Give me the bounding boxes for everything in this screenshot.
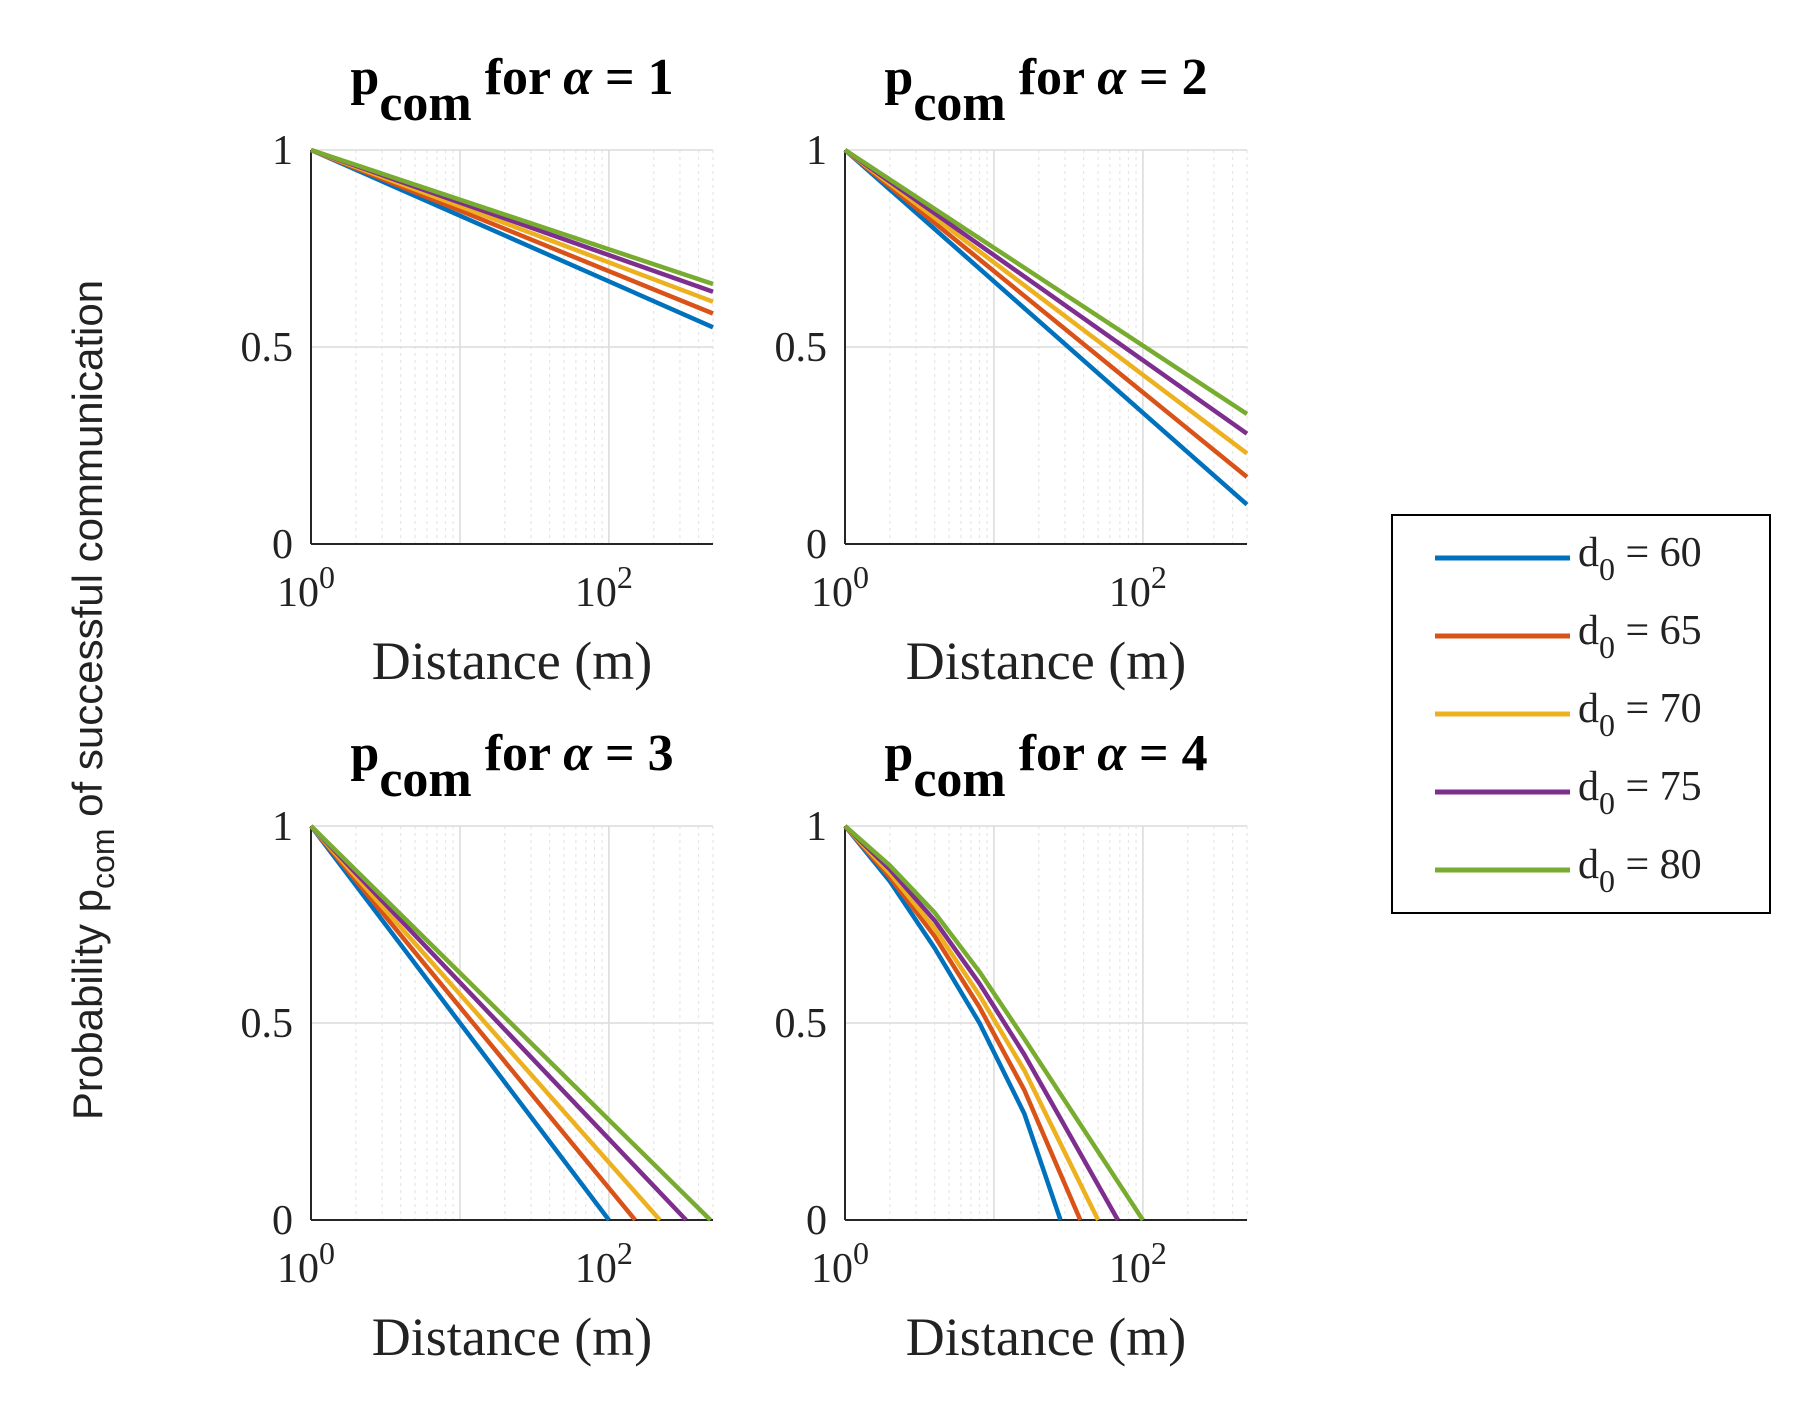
subplot-alpha-2: 0 0.5 1 100 102 Distance (m) pcom for α = 2 [775,49,1249,691]
y-tick-label: 1 [272,128,293,174]
x-axis-label: Distance (m) [372,1307,652,1367]
series-line-d060 [309,824,611,1222]
series-line-d065 [309,824,637,1222]
legend-label: d0 = 65 [1578,608,1702,665]
series-line-d075 [309,824,688,1222]
x-axis-label: Distance (m) [906,631,1186,691]
series-line-d080 [843,824,1145,1222]
series-line-d080 [310,147,714,287]
series-line-d070 [843,148,1249,456]
x-tick-label: 102 [1109,1235,1167,1292]
series-line-d070 [843,824,1101,1221]
series-line-d080 [843,148,1249,416]
x-axis-label: Distance (m) [906,1307,1186,1367]
y-tick-label: 0 [272,1198,293,1244]
legend-label: d0 = 80 [1578,842,1702,899]
legend-label: d0 = 75 [1578,764,1702,821]
subplot-alpha-1: 0 0.5 1 100 102 Distance (m) pcom for α = 1 [241,49,714,691]
ylabel-main: Probability p [64,889,111,1120]
x-tick-label: 102 [1109,559,1167,616]
ylabel-tail: of successful communication [64,280,111,829]
legend-label: d0 = 60 [1578,530,1702,587]
y-tick-label: 0.5 [241,325,294,371]
y-tick-label: 1 [272,804,293,850]
x-tick-label: 100 [277,1235,335,1292]
y-tick-label: 0.5 [775,1001,828,1047]
series-line-d075 [843,148,1249,436]
x-tick-label: 102 [575,559,633,616]
series-line-d070 [309,824,662,1222]
y-tick-label: 1 [806,128,827,174]
legend: d0 = 60 d0 = 65 d0 = 70 d0 = 75 d0 = 80 [1391,514,1771,914]
legend-label: d0 = 70 [1578,686,1702,743]
subplot-title: pcom for α = 4 [884,725,1207,808]
series-line-d080 [309,824,712,1222]
y-tick-label: 0 [806,1198,827,1244]
y-tick-label: 0.5 [241,1001,294,1047]
y-tick-label: 0 [272,522,293,568]
x-tick-label: 100 [277,559,335,616]
series-line-d060 [843,148,1249,507]
series-line-d065 [843,148,1249,479]
subplot-title: pcom for α = 2 [884,49,1207,132]
y-tick-label: 0 [806,522,827,568]
x-tick-label: 102 [575,1235,633,1292]
x-tick-label: 100 [811,559,869,616]
x-tick-label: 100 [811,1235,869,1292]
shared-ylabel: Probability pcom of successful communica… [64,280,121,1120]
subplot-alpha-4: 0 0.5 1 100 102 Distance (m) pcom for α = 4 [775,725,1248,1367]
ylabel-sub: com [85,829,121,889]
subplot-alpha-3: 0 0.5 1 100 102 Distance (m) pcom for α = 3 [241,725,714,1367]
series-line-d075 [843,824,1120,1222]
x-axis-label: Distance (m) [372,631,652,691]
subplot-title: pcom for α = 1 [350,49,673,132]
subplot-title: pcom for α = 3 [350,725,673,808]
y-tick-label: 0.5 [775,325,828,371]
y-tick-label: 1 [806,804,827,850]
